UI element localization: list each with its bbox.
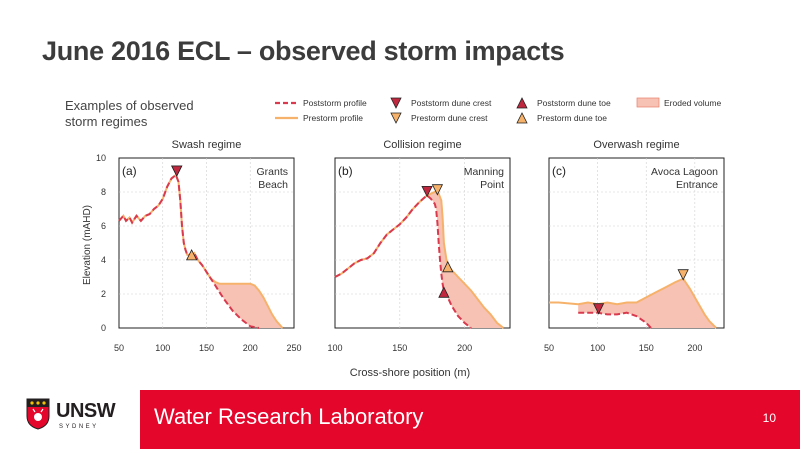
- y-tick-label: 0: [101, 323, 106, 333]
- site-label: Grants: [256, 166, 288, 178]
- poststorm-crest-marker: [592, 303, 605, 315]
- unsw-logo-subtext: SYDNEY: [59, 424, 99, 430]
- site-label: Entrance: [676, 179, 718, 191]
- x-tick-label: 100: [327, 343, 342, 353]
- x-tick-label: 50: [544, 343, 554, 353]
- footer-red-band: Water Research Laboratory 10: [140, 390, 800, 449]
- unsw-crest-icon: [26, 398, 50, 430]
- figure-heading-line1: Examples of observed: [65, 98, 194, 113]
- legend-poststorm-crest-label: Poststorm dune crest: [411, 98, 492, 108]
- legend-prestorm-toe-marker: [516, 112, 528, 124]
- site-label: Avoca Lagoon: [651, 166, 718, 178]
- x-tick-label: 200: [687, 343, 702, 353]
- y-tick-label: 10: [96, 153, 106, 163]
- site-label: Manning: [464, 166, 504, 178]
- eroded-volume-area: [119, 175, 283, 328]
- prestorm-crest-marker: [431, 184, 444, 196]
- panel-a: 50 100 150 200 250 0 2 4 6 8 10 Swash regime (a) Gran…: [96, 139, 302, 353]
- eroded-volume-area: [335, 192, 504, 328]
- unsw-logo-text: UNSW: [56, 400, 116, 422]
- y-tick-label: 6: [101, 221, 106, 231]
- panel-title: Collision regime: [383, 139, 461, 151]
- x-tick-label: 200: [243, 343, 258, 353]
- poststorm-toe-marker: [438, 286, 450, 298]
- x-tick-label: 150: [199, 343, 214, 353]
- prestorm-profile-line: [118, 173, 284, 329]
- legend-eroded-label: Eroded volume: [664, 98, 721, 108]
- panels: 50 100 150 200 250 0 2 4 6 8 10 Swash regime (a) Gran…: [96, 139, 725, 353]
- x-tick-label: 50: [114, 343, 124, 353]
- legend-prestorm-toe-label: Prestorm dune toe: [537, 113, 607, 123]
- poststorm-profile-line: [578, 311, 652, 329]
- x-tick-label: 250: [286, 343, 301, 353]
- legend-prestorm-crest-marker: [390, 112, 402, 124]
- storm-regimes-figure: Examples of observed storm regimes Posts…: [65, 97, 725, 379]
- panel-label: (a): [122, 164, 137, 178]
- x-axis-label: Cross-shore position (m): [350, 367, 470, 379]
- lab-name: Water Research Laboratory: [154, 404, 424, 429]
- x-tick-label: 150: [392, 343, 407, 353]
- prestorm-toe-marker: [185, 249, 198, 261]
- poststorm-crest-marker: [171, 165, 183, 177]
- panel-label: (c): [552, 164, 566, 178]
- footer-bar: UNSW SYDNEY Water Research Laboratory 10: [0, 390, 800, 449]
- prestorm-toe-marker: [442, 260, 454, 273]
- panel-c: 50 100 150 200 Overwash regime (c) Avoca Lagoo…: [544, 139, 725, 353]
- prestorm-profile-line: [549, 277, 717, 329]
- legend-poststorm-label: Poststorm profile: [303, 98, 367, 108]
- panel-label: (b): [338, 164, 353, 178]
- panel-title: Overwash regime: [593, 139, 679, 151]
- legend-prestorm-crest-label: Prestorm dune crest: [411, 113, 488, 123]
- legend-poststorm-toe-label: Poststorm dune toe: [537, 98, 611, 108]
- y-tick-label: 2: [101, 289, 106, 299]
- page-number: 10: [762, 411, 776, 425]
- panel-title: Swash regime: [172, 139, 242, 151]
- poststorm-profile-line: [118, 173, 260, 329]
- site-label: Point: [480, 179, 504, 191]
- poststorm-crest-marker: [421, 186, 433, 198]
- x-tick-label: 150: [639, 343, 654, 353]
- legend-prestorm-label: Prestorm profile: [303, 113, 363, 123]
- y-tick-label: 4: [101, 255, 106, 265]
- slide-title: June 2016 ECL – observed storm impacts: [42, 36, 565, 66]
- prestorm-crest-marker: [677, 269, 689, 281]
- legend-poststorm-toe-marker: [516, 97, 528, 109]
- legend: Poststorm profile Prestorm profile Posts…: [275, 97, 721, 124]
- x-tick-label: 200: [457, 343, 472, 353]
- footer-logo-area: UNSW SYDNEY: [0, 390, 140, 449]
- site-label: Beach: [258, 179, 288, 191]
- legend-poststorm-crest-marker: [390, 97, 402, 109]
- y-tick-label: 8: [101, 187, 106, 197]
- figure-heading-line2: storm regimes: [65, 114, 148, 129]
- y-axis-label: Elevation (mAHD): [82, 205, 93, 285]
- x-tick-label: 100: [155, 343, 170, 353]
- x-tick-label: 100: [590, 343, 605, 353]
- eroded-volume-area: [578, 279, 717, 328]
- legend-eroded-swatch: [636, 97, 660, 108]
